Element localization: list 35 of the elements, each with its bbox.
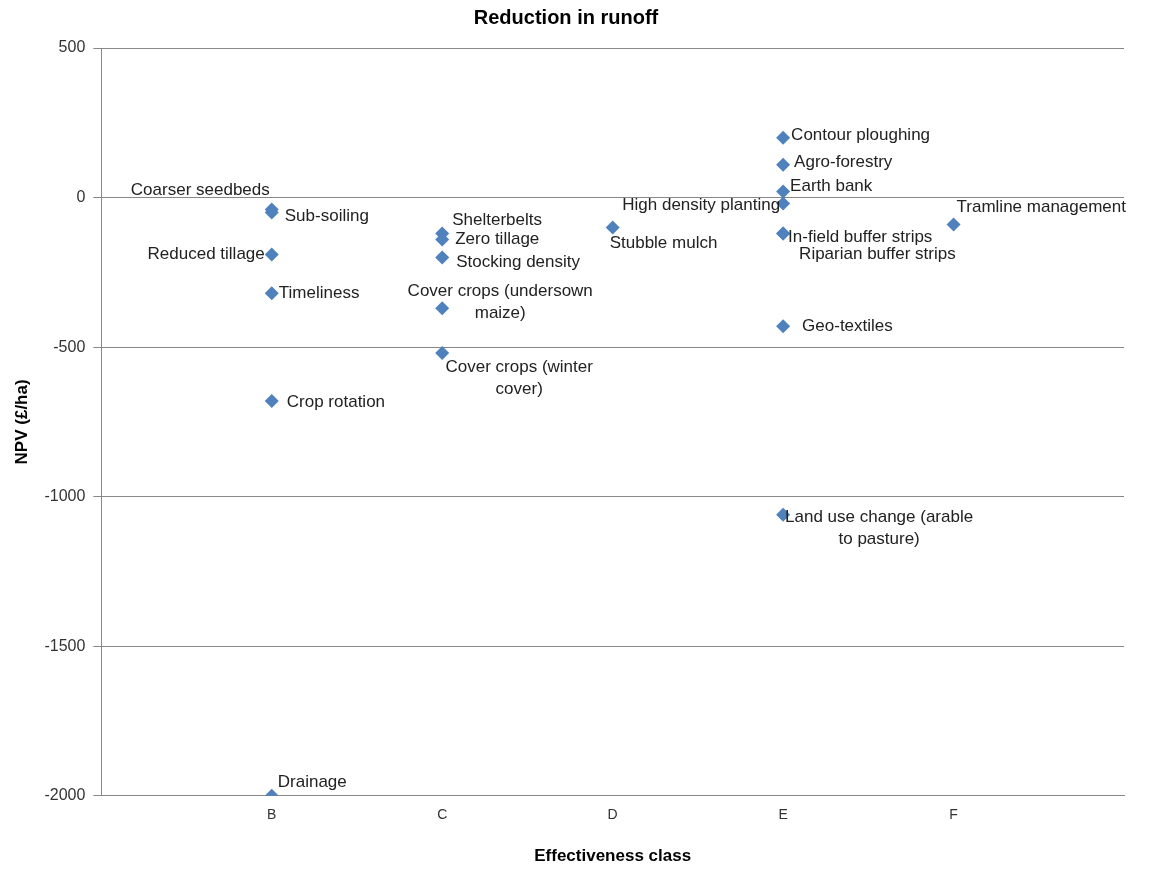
annotation: Coarser seedbeds bbox=[130, 180, 270, 200]
y-axis-title: NPV (£/ha) bbox=[11, 379, 31, 465]
x-tick-label: D bbox=[607, 806, 618, 823]
annotation: Timeliness bbox=[278, 282, 360, 302]
y-tick-label: -1000 bbox=[44, 487, 86, 505]
annotation: Crop rotation bbox=[286, 391, 386, 411]
annotation: Stocking density bbox=[456, 252, 581, 272]
y-tick-label: 0 bbox=[76, 187, 86, 205]
annotation: Earth bank bbox=[790, 176, 873, 196]
x-tick-label: C bbox=[437, 806, 448, 823]
annotation: Contour ploughing bbox=[791, 125, 931, 145]
annotation: Sub-soiling bbox=[284, 206, 369, 226]
y-tick-label: -500 bbox=[53, 337, 86, 355]
annotation: Drainage bbox=[277, 772, 347, 792]
x-axis-title: Effectiveness class bbox=[534, 846, 692, 866]
annotation: Shelterbelts bbox=[452, 210, 542, 230]
x-tick-label: E bbox=[778, 806, 788, 823]
x-tick-label: F bbox=[949, 806, 958, 823]
y-tick-label: -2000 bbox=[44, 786, 86, 804]
chart-title: Reduction in runoff bbox=[473, 5, 659, 28]
annotation: Tramline management bbox=[956, 197, 1127, 217]
annotation: Geo-textiles bbox=[802, 315, 893, 335]
y-tick-label: 500 bbox=[58, 38, 86, 56]
annotation: Zero tillage bbox=[455, 229, 540, 249]
annotation: Cover crops (winter cover) bbox=[445, 356, 594, 398]
annotation: Stubble mulch bbox=[609, 233, 718, 253]
annotation: In-field buffer strips bbox=[788, 227, 933, 247]
annotation: Reduced tillage bbox=[147, 244, 265, 264]
y-tick-label: -1500 bbox=[44, 636, 86, 654]
annotation: Riparian buffer strips bbox=[799, 244, 956, 264]
x-tick-label: B bbox=[267, 806, 277, 823]
annotation: High density planting bbox=[622, 195, 781, 215]
annotation: Agro-forestry bbox=[794, 152, 893, 172]
annotation: Land use change (arable to pasture) bbox=[785, 507, 974, 549]
annotation: Cover crops (undersown maize) bbox=[407, 280, 593, 322]
